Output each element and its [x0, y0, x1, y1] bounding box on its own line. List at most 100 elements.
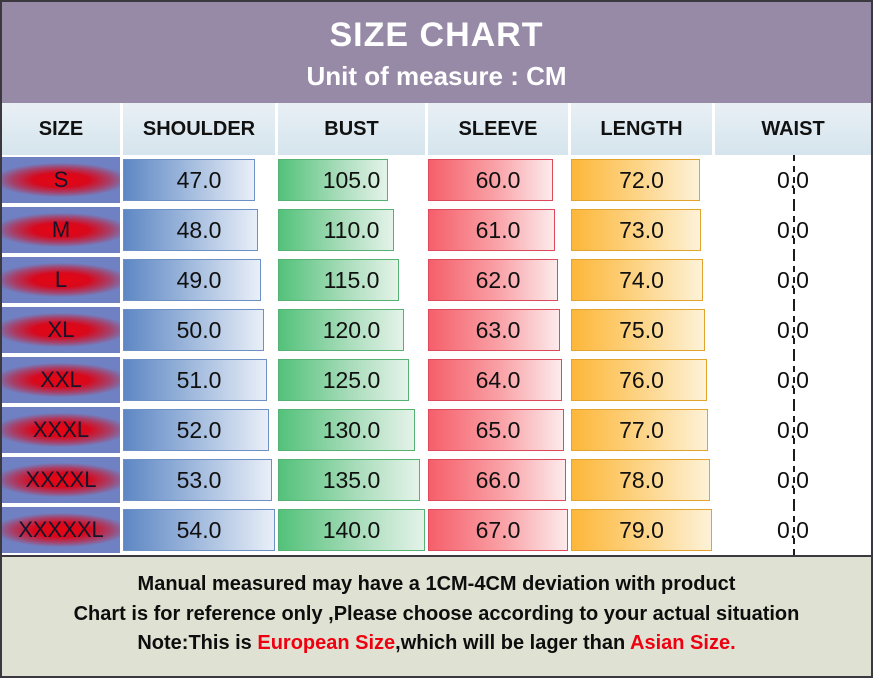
- bust-cell: 120.0: [278, 305, 425, 355]
- column-header-sleeve: SLEEVE: [428, 103, 568, 155]
- footer-note-segment: .: [730, 632, 736, 654]
- size-label: XL: [47, 317, 75, 342]
- length-value: 74.0: [619, 266, 664, 293]
- shoulder-value: 49.0: [176, 266, 222, 293]
- length-value: 78.0: [619, 466, 664, 493]
- bust-data-bar: [278, 509, 425, 551]
- bust-cell: 115.0: [278, 255, 425, 305]
- sleeve-data-bar: [428, 159, 554, 201]
- sleeve-data-bar: [428, 459, 566, 501]
- waist-dashed-line: [793, 355, 795, 405]
- shoulder-data-bar: [123, 409, 270, 451]
- waist-value: 0.0: [777, 266, 809, 293]
- sleeve-cell: 63.0: [428, 305, 568, 355]
- bust-data-bar: [278, 359, 410, 401]
- shoulder-data-bar: [123, 159, 256, 201]
- footer-note-segment: Note:This is: [137, 632, 258, 654]
- shoulder-value: 54.0: [176, 516, 222, 543]
- length-data-bar: [571, 509, 712, 551]
- size-cell: L: [2, 257, 120, 303]
- footer-line-1: Manual measured may have a 1CM-4CM devia…: [137, 573, 736, 595]
- shoulder-data-bar: [123, 309, 264, 351]
- size-label: XXXL: [32, 417, 90, 442]
- size-label: S: [53, 167, 69, 192]
- waist-cell: 0.0: [715, 155, 871, 205]
- column-header-waist: WAIST: [715, 103, 871, 155]
- length-data-bar: [571, 359, 707, 401]
- waist-dashed-line: [793, 505, 795, 555]
- shoulder-cell: 48.0: [123, 205, 275, 255]
- bust-cell: 125.0: [278, 355, 425, 405]
- length-data-bar: [571, 459, 711, 501]
- sleeve-value: 66.0: [475, 466, 521, 493]
- bust-value: 110.0: [323, 216, 380, 243]
- size-cell: XXXXL: [2, 457, 120, 503]
- bust-value: 140.0: [322, 516, 381, 543]
- waist-cell: 0.0: [715, 455, 871, 505]
- size-cell: S: [2, 157, 120, 203]
- length-cell: 73.0: [571, 205, 712, 255]
- waist-value: 0.0: [777, 366, 809, 393]
- shoulder-data-bar: [123, 459, 273, 501]
- length-value: 77.0: [619, 416, 664, 443]
- waist-value: 0.0: [777, 316, 809, 343]
- column-header-size: SIZE: [2, 103, 120, 155]
- length-cell: 79.0: [571, 505, 712, 555]
- table-row: XL 50.0 120.0 63.0 75.0 0.0: [2, 305, 871, 355]
- length-data-bar: [571, 259, 704, 301]
- length-cell: 75.0: [571, 305, 712, 355]
- table-row: S 47.0 105.0 60.0 72.0 0.0: [2, 155, 871, 205]
- bust-value: 135.0: [322, 466, 381, 493]
- bust-cell: 140.0: [278, 505, 425, 555]
- column-header-length: LENGTH: [571, 103, 712, 155]
- shoulder-value: 53.0: [176, 466, 222, 493]
- waist-value: 0.0: [777, 166, 809, 193]
- bust-value: 130.0: [322, 416, 381, 443]
- bust-data-bar: [278, 159, 389, 201]
- shoulder-cell: 53.0: [123, 455, 275, 505]
- bust-value: 105.0: [322, 166, 381, 193]
- waist-value: 0.0: [777, 416, 809, 443]
- size-cell: XL: [2, 307, 120, 353]
- length-value: 72.0: [619, 166, 664, 193]
- size-label: XXXXL: [25, 467, 97, 492]
- sleeve-cell: 61.0: [428, 205, 568, 255]
- waist-value: 0.0: [777, 466, 809, 493]
- shoulder-cell: 47.0: [123, 155, 275, 205]
- shoulder-value: 48.0: [176, 216, 222, 243]
- length-value: 73.0: [619, 216, 664, 243]
- length-value: 76.0: [619, 366, 664, 393]
- shoulder-cell: 50.0: [123, 305, 275, 355]
- size-cell: M: [2, 207, 120, 253]
- waist-cell: 0.0: [715, 355, 871, 405]
- shoulder-cell: 49.0: [123, 255, 275, 305]
- bust-data-bar: [278, 209, 394, 251]
- page-title: SIZE CHART: [329, 15, 544, 54]
- sleeve-value: 62.0: [475, 266, 521, 293]
- bust-cell: 110.0: [278, 205, 425, 255]
- sleeve-value: 60.0: [475, 166, 521, 193]
- length-data-bar: [571, 209, 702, 251]
- table-row: M 48.0 110.0 61.0 73.0 0.0: [2, 205, 871, 255]
- shoulder-cell: 52.0: [123, 405, 275, 455]
- waist-value: 0.0: [777, 216, 809, 243]
- length-data-bar: [571, 409, 709, 451]
- sleeve-value: 65.0: [475, 416, 521, 443]
- shoulder-data-bar: [123, 209, 259, 251]
- table-body: S 47.0 105.0 60.0 72.0 0.0: [2, 155, 871, 555]
- length-value: 75.0: [619, 316, 664, 343]
- sleeve-value: 67.0: [475, 516, 521, 543]
- waist-cell: 0.0: [715, 255, 871, 305]
- shoulder-value: 52.0: [176, 416, 222, 443]
- table-row: XXXL 52.0 130.0 65.0 77.0 0.0: [2, 405, 871, 455]
- shoulder-data-bar: [123, 359, 267, 401]
- waist-cell: 0.0: [715, 505, 871, 555]
- waist-dashed-line: [793, 455, 795, 505]
- waist-cell: 0.0: [715, 405, 871, 455]
- shoulder-cell: 54.0: [123, 505, 275, 555]
- sleeve-data-bar: [428, 409, 564, 451]
- column-header-bust: BUST: [278, 103, 425, 155]
- table-row: XXXXXL 54.0 140.0 67.0 79.0 0.0: [2, 505, 871, 555]
- length-value: 79.0: [619, 516, 664, 543]
